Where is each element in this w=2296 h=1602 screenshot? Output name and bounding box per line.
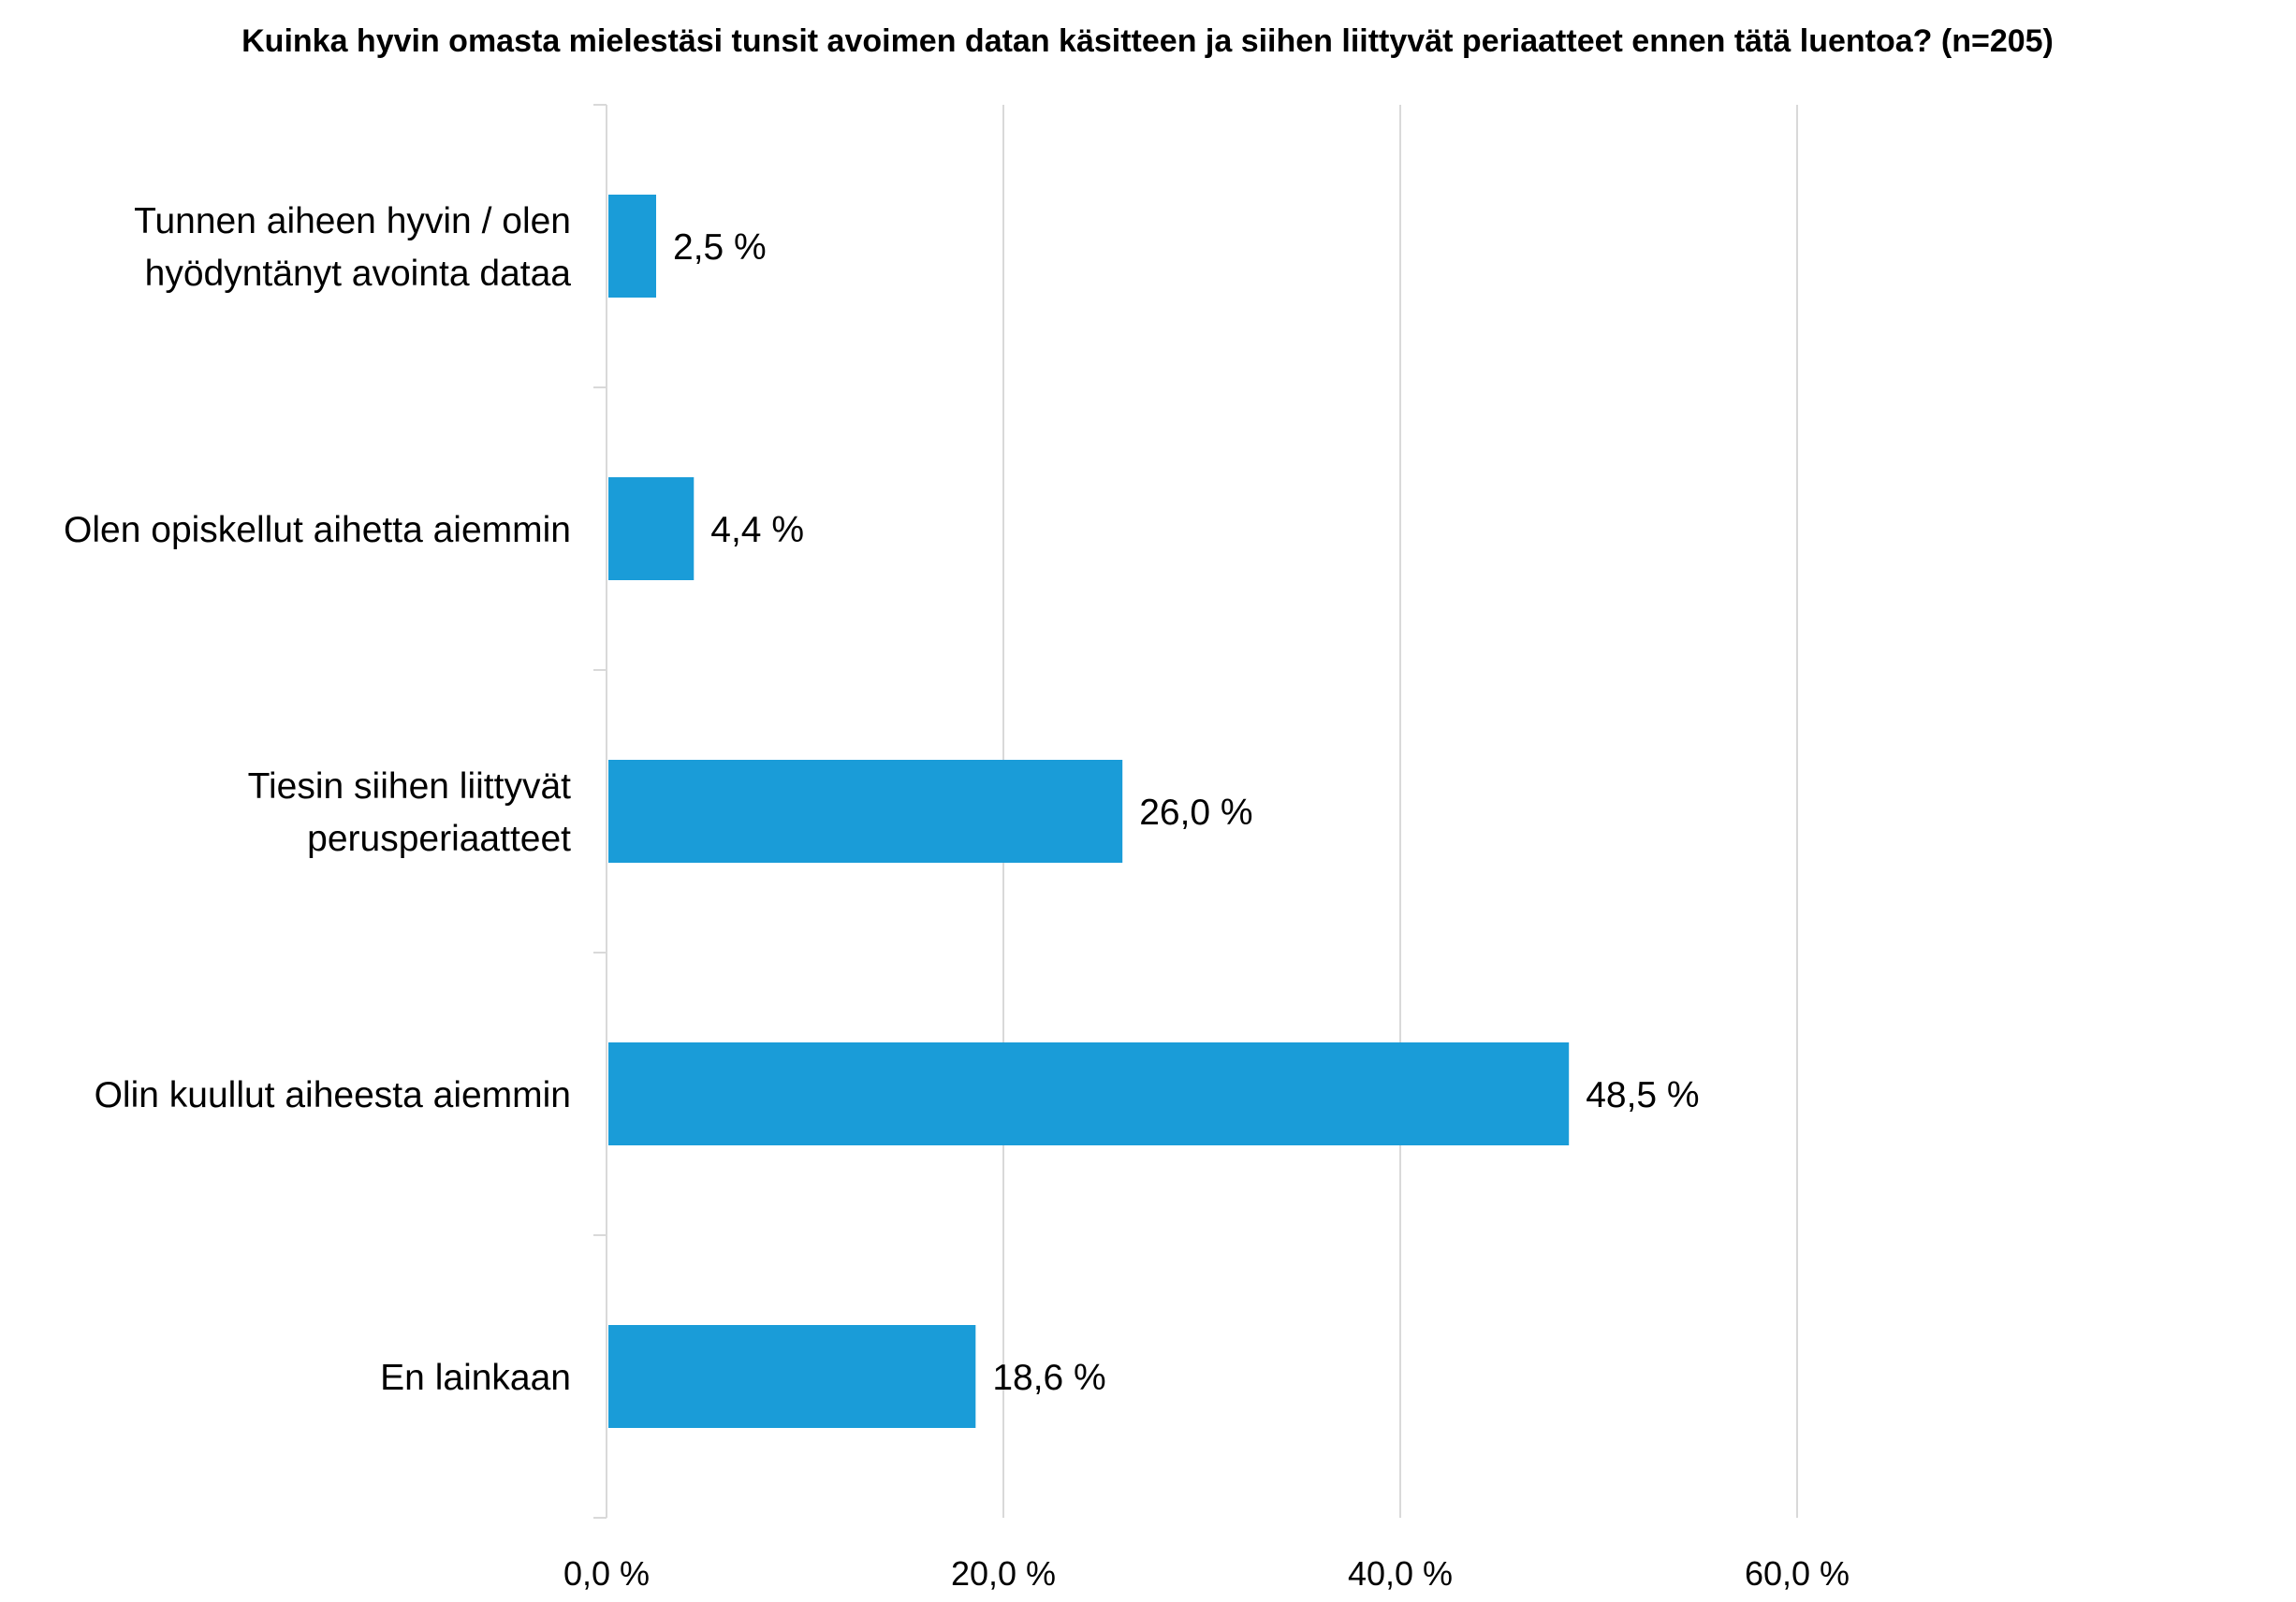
- data-label: 48,5 %: [1586, 1075, 1699, 1115]
- category-label: Tiesin siihen liittyvät: [248, 766, 572, 807]
- category-label: En lainkaan: [380, 1358, 571, 1398]
- data-label: 26,0 %: [1139, 793, 1252, 833]
- chart-title: Kuinka hyvin omasta mielestäsi tunsit av…: [241, 23, 2054, 59]
- data-label: 18,6 %: [992, 1358, 1105, 1398]
- data-label: 4,4 %: [710, 510, 804, 550]
- bar: [608, 477, 695, 580]
- bar: [608, 1042, 1570, 1145]
- bar: [608, 1325, 976, 1428]
- labels: 0,0 % 20,0 % 40,0 % 60,0 % 2,5 % Tunnen aihee…: [64, 201, 1850, 1593]
- bars: [608, 195, 1570, 1428]
- x-tick-label: 60,0 %: [1745, 1554, 1850, 1593]
- data-label: 2,5 %: [673, 227, 767, 268]
- category-label: hyödyntänyt avointa dataa: [145, 254, 572, 294]
- bar: [608, 195, 656, 298]
- x-tick-label: 20,0 %: [951, 1554, 1056, 1593]
- category-label: perusperiaatteet: [307, 819, 571, 859]
- category-label: Tunnen aiheen hyvin / olen: [134, 201, 571, 241]
- category-label: Olin kuullut aiheesta aiemmin: [95, 1075, 571, 1115]
- bar: [608, 760, 1123, 863]
- x-tick-label: 0,0 %: [563, 1554, 650, 1593]
- x-tick-label: 40,0 %: [1348, 1554, 1453, 1593]
- category-label: Olen opiskellut aihetta aiemmin: [64, 510, 571, 550]
